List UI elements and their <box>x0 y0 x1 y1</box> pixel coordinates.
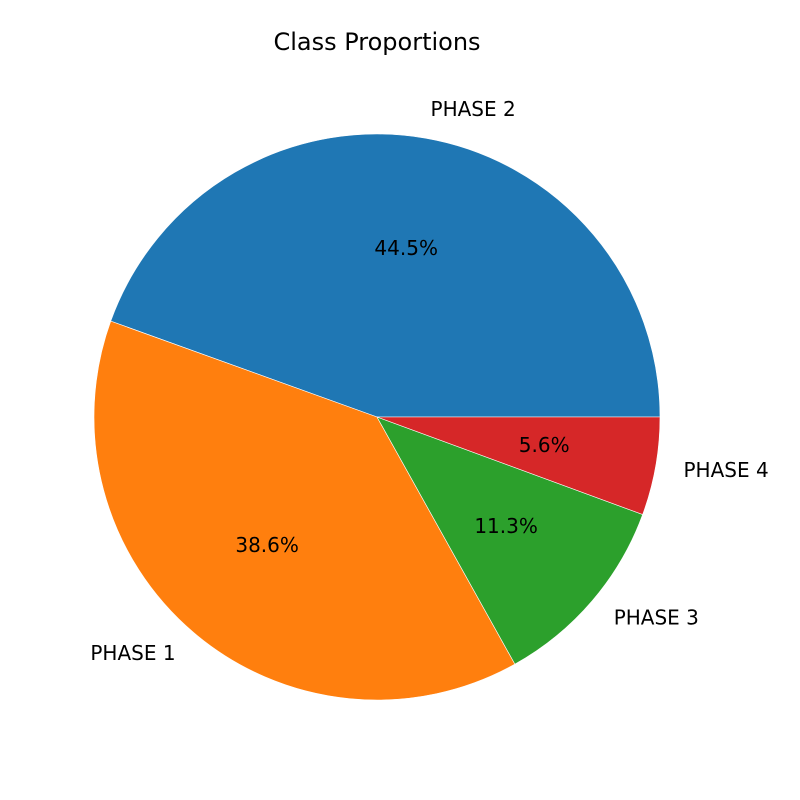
slice-pct-phase-3: 11.3% <box>474 514 538 538</box>
pie-slice-phase-1 <box>93 320 516 701</box>
slice-label-phase-2: PHASE 2 <box>431 97 516 121</box>
pie-slice-phase-3 <box>376 416 644 665</box>
slice-pct-phase-2: 44.5% <box>374 236 438 260</box>
slice-label-phase-4: PHASE 4 <box>683 458 768 482</box>
pie-slice-phase-4 <box>376 416 661 515</box>
chart-title: Class Proportions <box>273 28 480 56</box>
slice-label-phase-3: PHASE 3 <box>614 606 699 630</box>
pie-slices <box>93 133 661 701</box>
slice-pct-phase-1: 38.6% <box>235 533 299 557</box>
slice-label-phase-1: PHASE 1 <box>90 641 175 665</box>
pie-slice-phase-2 <box>110 133 661 418</box>
pie-labels: PHASE 2 44.5% PHASE 1 38.6% PHASE 3 11.3% PHAS… <box>90 97 768 665</box>
slice-pct-phase-4: 5.6% <box>519 433 570 457</box>
